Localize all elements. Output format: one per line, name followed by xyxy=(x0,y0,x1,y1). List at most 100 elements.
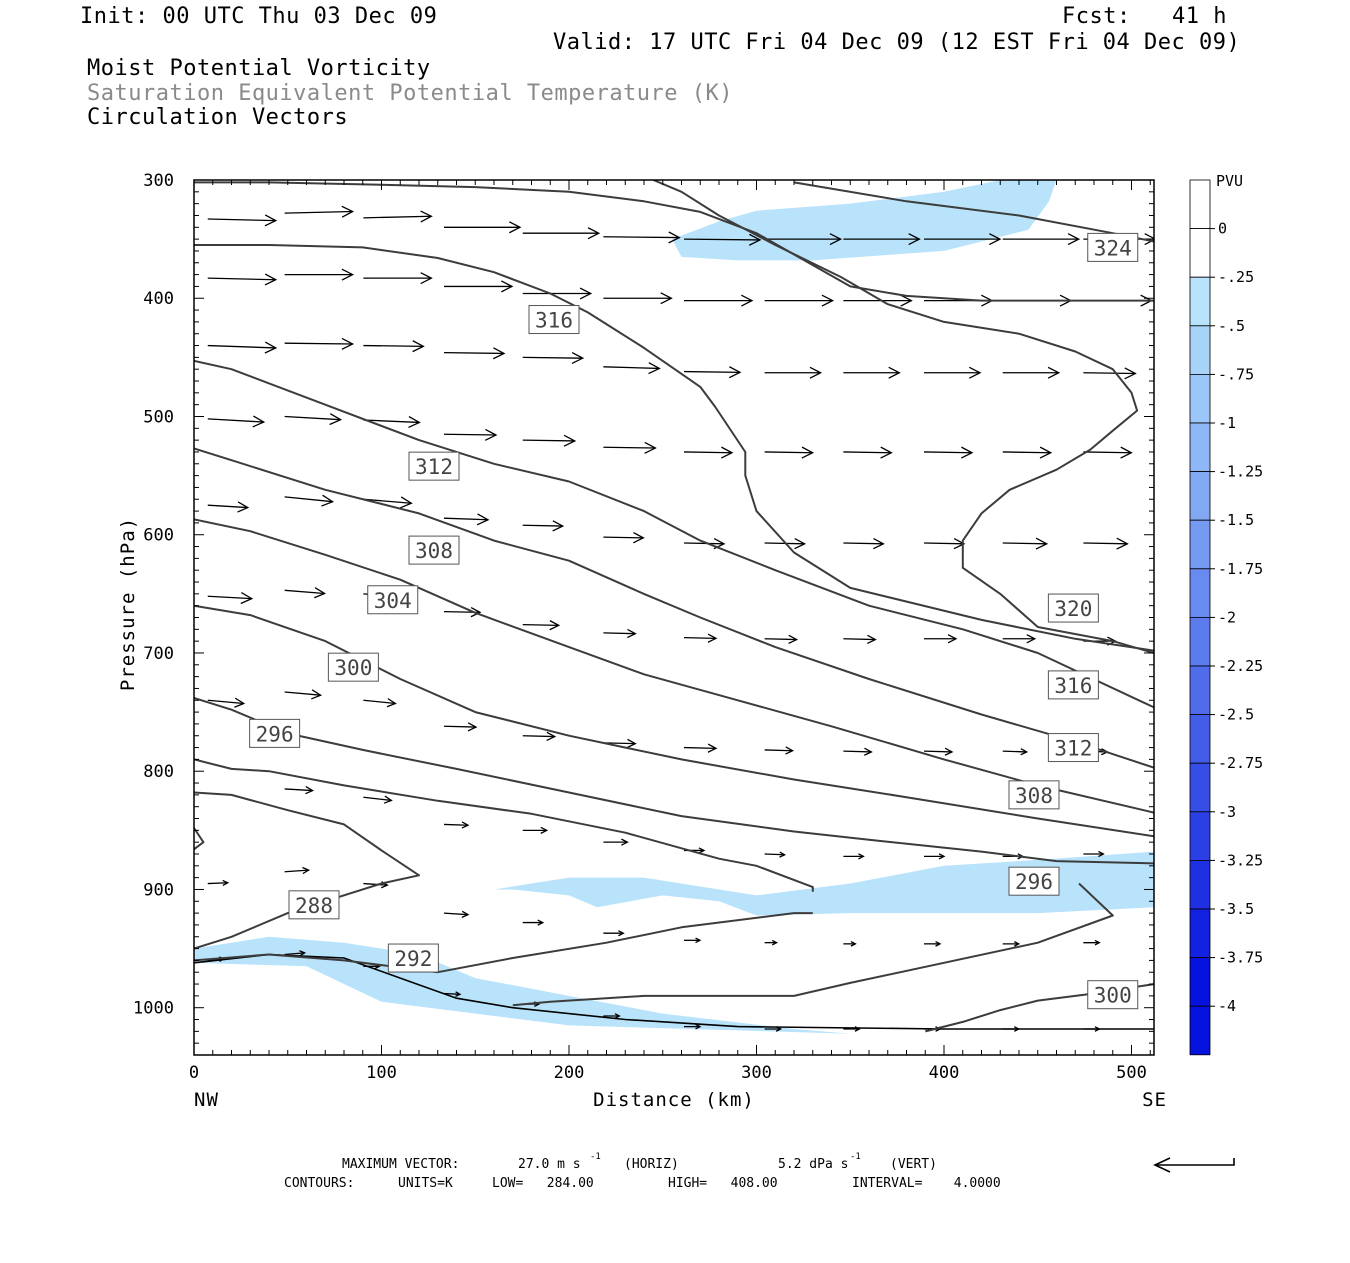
horiz-exponent: -1 xyxy=(590,1152,601,1162)
x-tick-label: 0 xyxy=(189,1063,199,1083)
y-tick-label: 600 xyxy=(143,526,174,546)
contour-label-text: 300 xyxy=(334,656,372,680)
contour-label-text: 316 xyxy=(1054,674,1092,698)
circulation-vector xyxy=(522,731,557,741)
vector-shaft xyxy=(207,882,228,885)
contour-label-box xyxy=(1087,232,1139,262)
vector-shaft xyxy=(443,351,505,355)
y-axis-title: Pressure (hPa) xyxy=(117,517,139,691)
contour-interval: INTERVAL= 4.0000 xyxy=(852,1176,1001,1191)
contour-label: 316 xyxy=(528,305,580,335)
vector-head xyxy=(627,738,637,749)
theta-contour-296-10 xyxy=(512,882,1114,1007)
circulation-vector xyxy=(1002,748,1029,756)
vector-head xyxy=(222,879,230,887)
vector-head xyxy=(321,494,335,507)
circulation-vector xyxy=(363,795,393,804)
reference-vector xyxy=(1153,1157,1235,1173)
horiz-unit: (HORIZ) xyxy=(624,1157,679,1172)
contour-label-text: 324 xyxy=(1094,236,1132,260)
circulation-vector xyxy=(684,937,702,944)
circulation-vector xyxy=(683,366,742,379)
vector-head xyxy=(237,501,250,513)
circulation-vector xyxy=(207,341,278,354)
vector-shaft xyxy=(603,742,636,745)
vector-shaft xyxy=(443,433,497,436)
cross-section-chart: 3163123083043002962882923243203163123082… xyxy=(117,171,1263,1173)
vector-head xyxy=(264,214,278,227)
contour-label-box xyxy=(327,652,379,682)
circulation-vector xyxy=(363,496,413,509)
circulation-vector xyxy=(444,221,522,234)
vector-shaft xyxy=(207,277,276,281)
vector-head xyxy=(302,866,311,875)
vector-head xyxy=(648,362,661,375)
vector-shaft xyxy=(603,366,660,370)
vector-head xyxy=(1116,537,1129,550)
vector-head xyxy=(400,496,413,509)
contour-label-text: 288 xyxy=(295,894,333,918)
circulation-vector xyxy=(284,268,355,281)
contour-label: 312 xyxy=(1047,733,1099,763)
colorbar-label: -3 xyxy=(1218,803,1236,821)
vector-shaft xyxy=(843,451,892,454)
circulation-vector xyxy=(207,501,250,513)
vector-head xyxy=(953,537,966,550)
contour-label: 312 xyxy=(408,451,460,481)
contour-label-text: 312 xyxy=(415,455,453,479)
circulation-vector xyxy=(603,1013,621,1019)
circulation-vector xyxy=(284,950,307,957)
reference-vector-line xyxy=(1157,1158,1235,1166)
circulation-vector xyxy=(443,910,470,918)
vector-head xyxy=(1067,233,1081,246)
vector-head xyxy=(587,227,601,240)
circulation-vector xyxy=(363,272,433,285)
x-left-end-label: NW xyxy=(194,1089,219,1111)
vert-unit: (VERT) xyxy=(890,1157,937,1172)
colorbar-label: -1.25 xyxy=(1218,463,1263,481)
vector-shaft xyxy=(843,638,876,641)
vector-shaft xyxy=(207,418,264,423)
vector-shaft xyxy=(443,517,489,521)
circulation-vector xyxy=(284,413,343,426)
theta-contour-312-2 xyxy=(194,359,1154,709)
colorbar-swatch xyxy=(1189,811,1211,861)
circulation-vector xyxy=(1083,367,1137,380)
vector-head xyxy=(299,950,307,957)
circulation-vector xyxy=(603,292,673,305)
theta-contour-308-3 xyxy=(194,447,1154,769)
contour-label-box xyxy=(408,451,460,481)
circulation-vector xyxy=(843,366,901,379)
circulation-vector xyxy=(924,941,942,947)
circulation-vector xyxy=(843,537,885,550)
circulation-vector xyxy=(522,826,549,834)
circulation-vector xyxy=(764,446,815,459)
contour-high: HIGH= 408.00 xyxy=(668,1176,778,1191)
circulation-vector xyxy=(207,879,230,887)
field-title-mpv: Moist Potential Vorticity xyxy=(87,56,431,81)
circulation-vector xyxy=(1083,939,1101,946)
vector-head xyxy=(644,441,657,454)
vector-head xyxy=(470,607,482,618)
contour-label-box xyxy=(288,890,340,920)
contour-label: 316 xyxy=(1047,670,1099,700)
y-tick-label: 800 xyxy=(143,762,174,782)
colorbar-label: -4 xyxy=(1218,997,1236,1015)
vector-head xyxy=(989,233,1002,246)
circulation-vector xyxy=(843,747,873,756)
vector-head xyxy=(633,532,645,544)
circulation-vector xyxy=(207,214,278,227)
vector-shaft xyxy=(764,749,793,752)
vector-shaft xyxy=(443,992,461,995)
vector-head xyxy=(1120,446,1133,459)
circulation-vector xyxy=(923,537,966,550)
vector-head xyxy=(546,731,557,741)
colorbar-label: -3.25 xyxy=(1218,851,1263,869)
vector-head xyxy=(1039,446,1053,459)
x-tick-label: 100 xyxy=(366,1063,397,1083)
circulation-vector xyxy=(603,362,661,375)
colorbar-label: -2 xyxy=(1218,608,1236,626)
vector-shaft xyxy=(363,882,388,886)
vector-head xyxy=(960,446,974,459)
circulation-vector xyxy=(764,939,779,946)
